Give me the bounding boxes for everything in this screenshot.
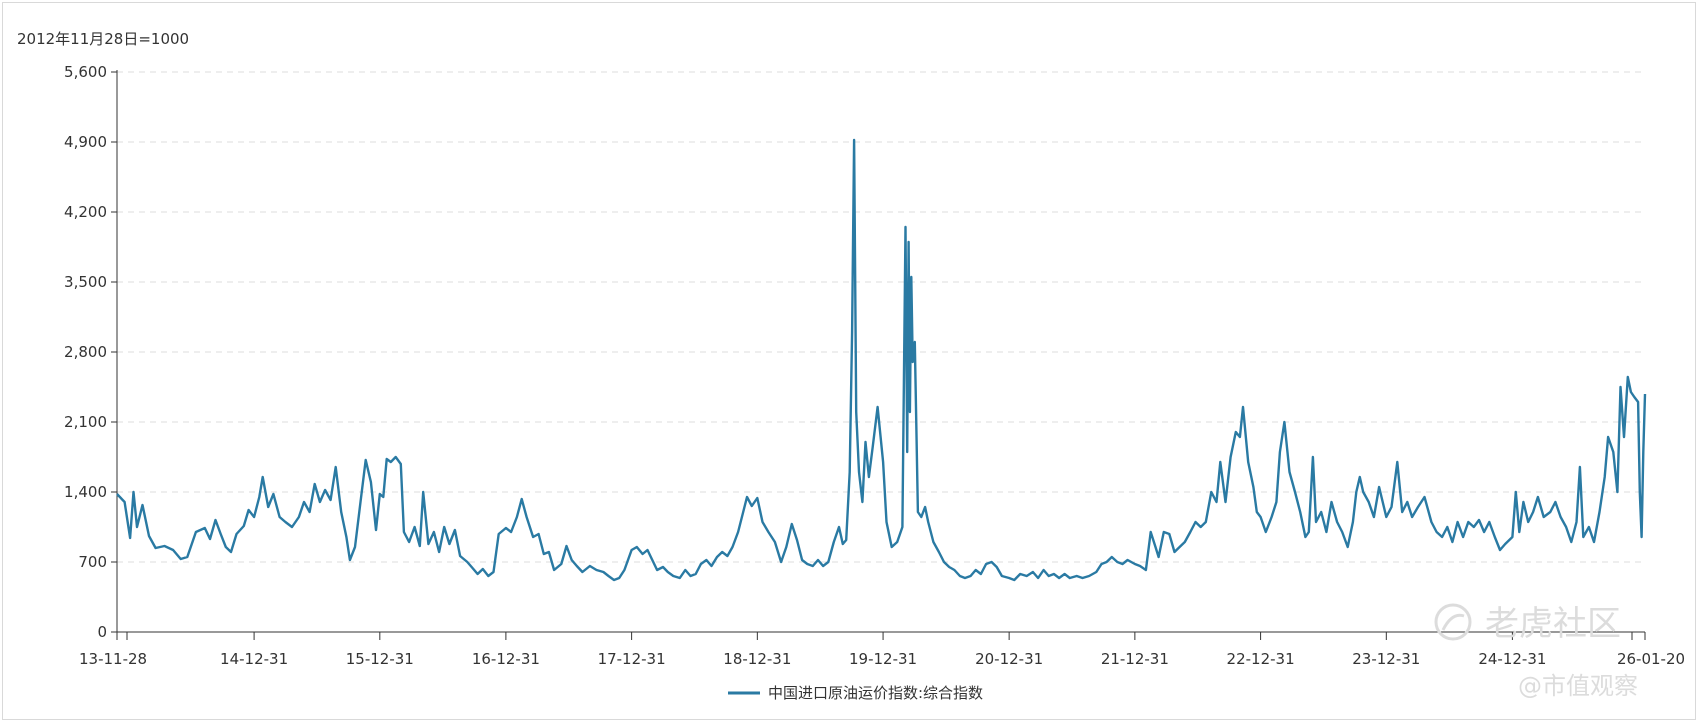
y-tick-label: 2,800 — [64, 343, 107, 361]
x-tick-label: 18-12-31 — [723, 650, 791, 668]
y-tick-label: 5,600 — [64, 63, 107, 81]
x-tick-label: 22-12-31 — [1227, 650, 1295, 668]
watermark-brand: 老虎社区 — [1485, 604, 1621, 644]
x-axis-ticks: 13-11-28 14-12-31 15-12-31 16-12-31 17-12-31… — [79, 632, 1685, 668]
x-tick-label: 26-01-20 — [1617, 650, 1685, 668]
x-tick-label: 19-12-31 — [849, 650, 917, 668]
x-tick-label: 14-12-31 — [220, 650, 288, 668]
y-tick-label: 2,100 — [64, 413, 107, 431]
y-tick-label: 1,400 — [64, 483, 107, 501]
watermark-sub: @市值观察 — [1518, 672, 1638, 700]
legend-label: 中国进口原油运价指数:综合指数 — [768, 684, 983, 702]
x-tick-label: 17-12-31 — [598, 650, 666, 668]
series-line — [116, 138, 1647, 582]
x-tick-label: 16-12-31 — [472, 650, 540, 668]
series-layer — [116, 138, 1647, 582]
y-tick-label: 4,900 — [64, 133, 107, 151]
legend[interactable]: 中国进口原油运价指数:综合指数 — [728, 684, 983, 702]
tiger-logo-icon — [1434, 603, 1472, 641]
grid-lines — [117, 71, 1645, 563]
y-tick-label: 0 — [97, 623, 107, 641]
watermark: 老虎社区 @市值观察 — [1434, 603, 1638, 700]
y-tick-label: 3,500 — [64, 273, 107, 291]
x-tick-label: 21-12-31 — [1101, 650, 1169, 668]
y-unit-label: 2012年11月28日=1000 — [17, 30, 189, 48]
x-tick-label: 15-12-31 — [346, 650, 414, 668]
x-tick-label: 24-12-31 — [1478, 650, 1546, 668]
x-tick-label: 23-12-31 — [1352, 650, 1420, 668]
y-axis-ticks: 0 700 1,400 2,100 2,800 3,500 4,200 4,900 5,600 — [64, 63, 117, 641]
y-tick-label: 700 — [78, 553, 107, 571]
x-tick-label: 20-12-31 — [975, 650, 1043, 668]
y-tick-label: 4,200 — [64, 203, 107, 221]
x-tick-label: 13-11-28 — [79, 650, 147, 668]
axes — [116, 70, 1645, 633]
